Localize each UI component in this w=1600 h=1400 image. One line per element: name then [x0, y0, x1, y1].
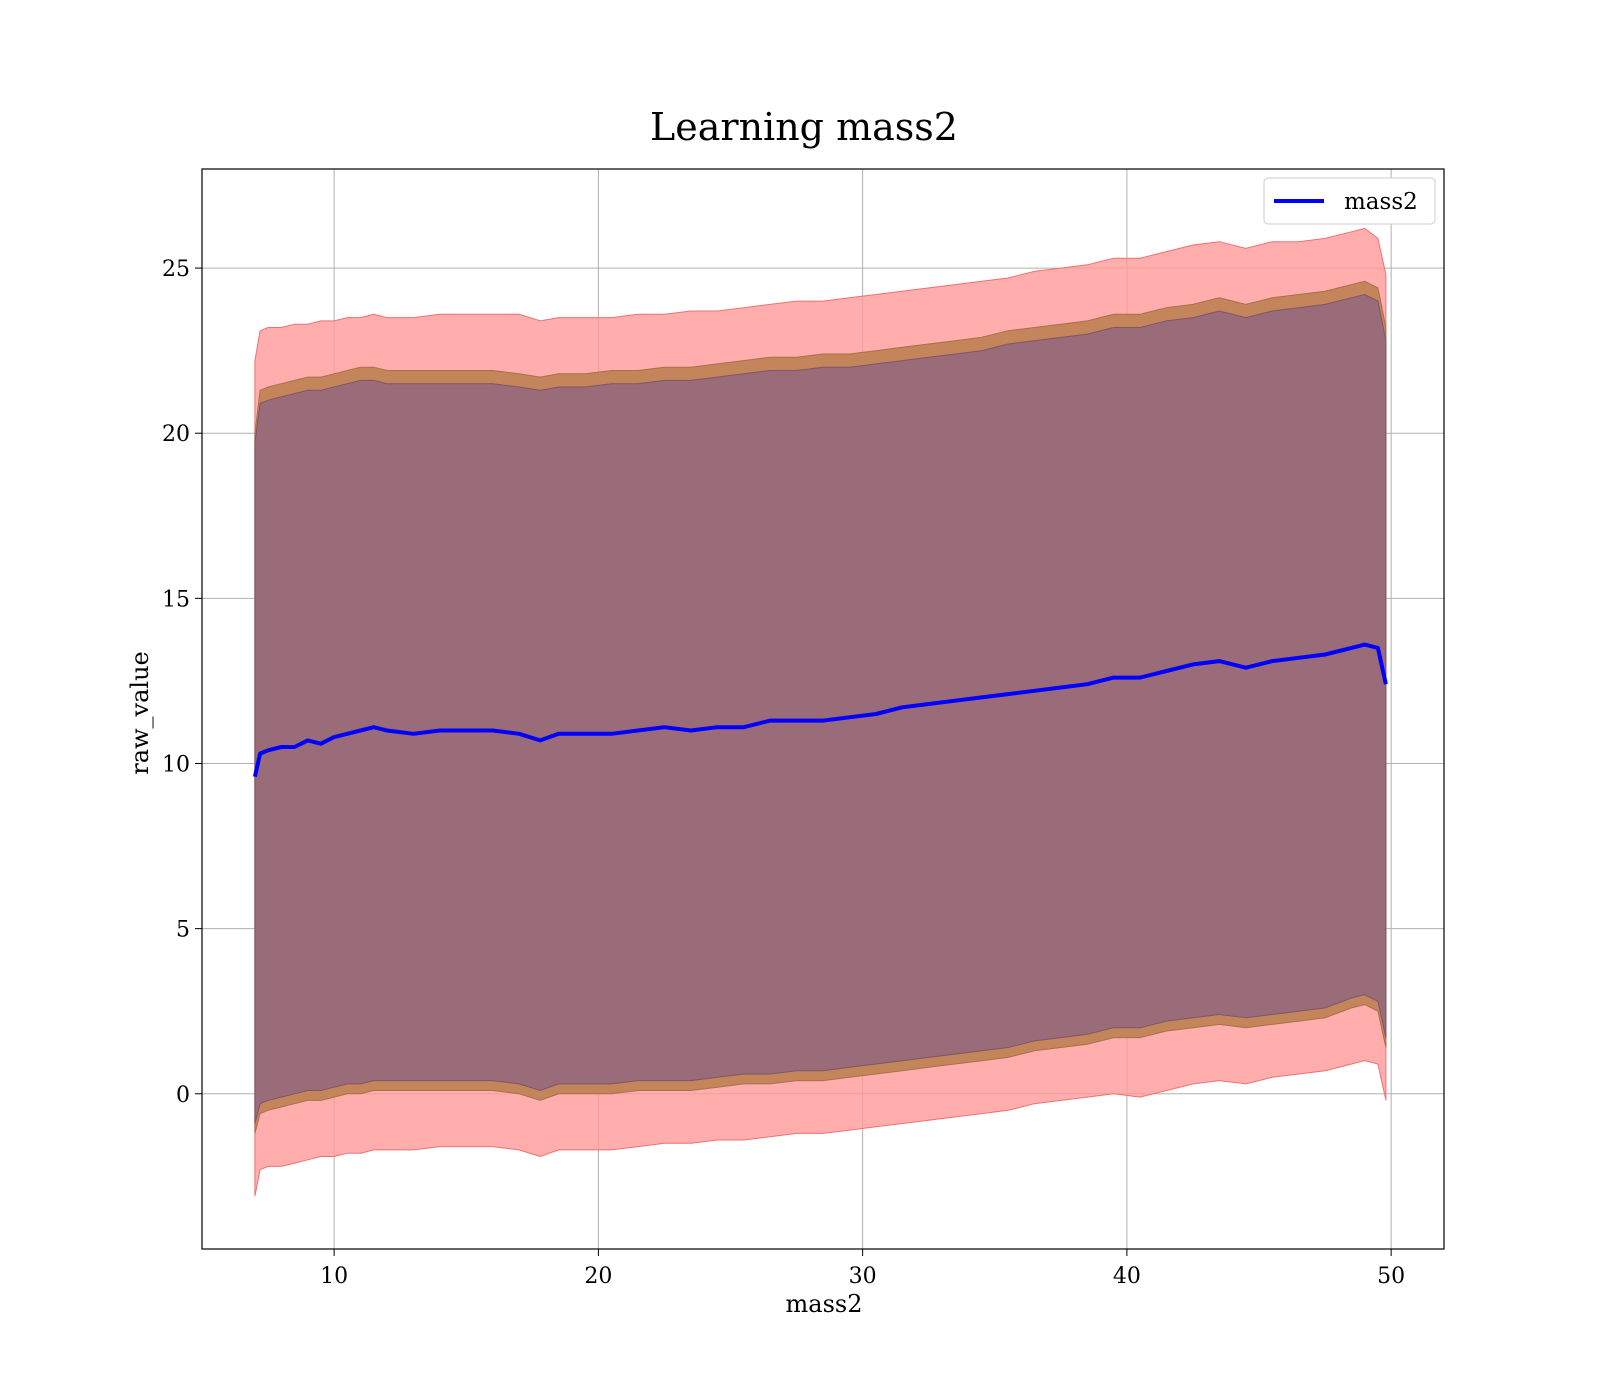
inner-band [254, 293, 1387, 1124]
series-line-mass2 [252, 642, 1388, 778]
y-tick-label: 10 [162, 752, 190, 777]
legend-box [1263, 177, 1436, 225]
series-lines [252, 642, 1388, 778]
x-tick-label: 30 [849, 1264, 877, 1289]
y-tick-label: 20 [162, 422, 190, 447]
x-tick-label: 50 [1377, 1264, 1405, 1289]
y-tick-label: 25 [162, 257, 190, 282]
legend-label: mass2 [1344, 189, 1418, 215]
x-axis-label: mass2 [786, 1290, 863, 1318]
y-tick-label: 5 [176, 918, 190, 943]
legend: mass2 [1263, 177, 1436, 225]
y-axis-ticks: 0 5 10 15 20 25 [162, 257, 202, 1108]
x-tick-label: 20 [584, 1264, 612, 1289]
x-tick-label: 10 [320, 1264, 348, 1289]
y-tick-label: 15 [162, 587, 190, 612]
y-tick-label: 0 [176, 1083, 190, 1108]
chart-title: Learning mass2 [650, 105, 958, 149]
x-axis-ticks: 10 20 30 40 50 [320, 1249, 1405, 1289]
x-tick-label: 40 [1113, 1264, 1141, 1289]
plot-frame [201, 168, 1445, 1250]
y-axis-label: raw_value [126, 651, 154, 775]
bands [254, 227, 1387, 1197]
